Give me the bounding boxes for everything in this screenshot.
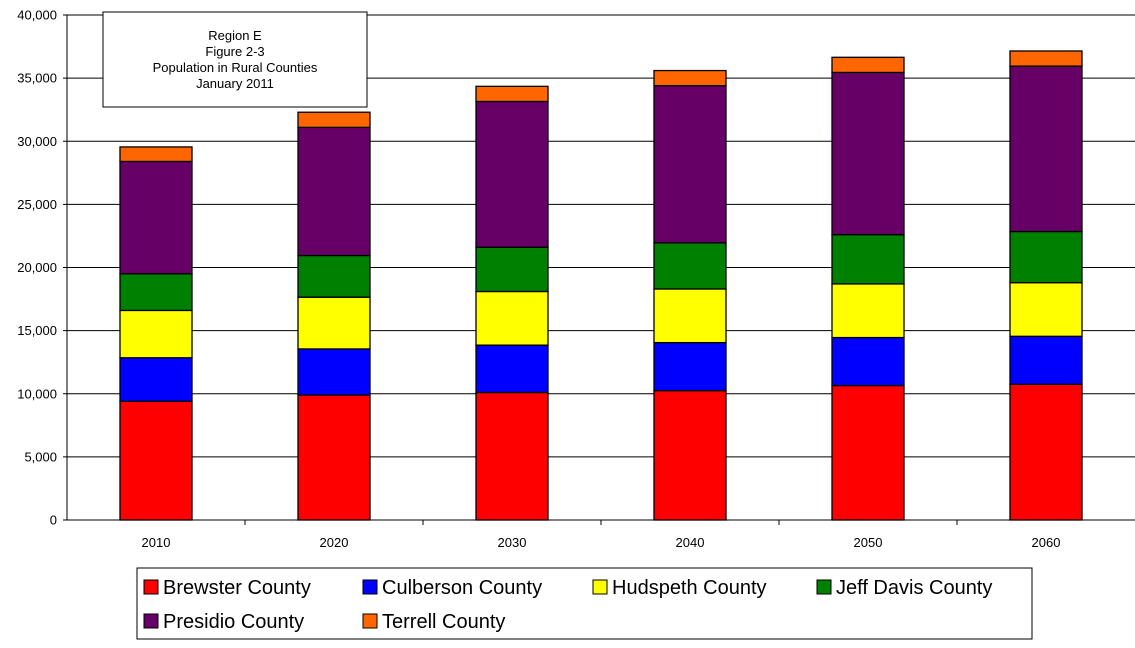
bar-terrell-county-2050 [831,56,905,74]
bar-hudspeth-county-2030 [475,290,549,346]
bar-presidio-county-2060 [1009,65,1083,233]
y-tick-label: 5,000 [24,449,57,464]
bar-jeff-davis-county-2060 [1009,230,1083,284]
legend-swatch-terrell-county [362,613,378,629]
bar-hudspeth-county-2060 [1009,281,1083,337]
legend-label-jeff-davis-county: Jeff Davis County [836,577,992,599]
bar-brewster-county-2020 [297,394,371,521]
bar-culberson-county-2010 [119,357,193,402]
y-tick-label: 0 [50,513,57,528]
chart-title-line: January 2011 [196,76,274,91]
bar-terrell-county-2030 [475,85,549,103]
bar-brewster-county-2040 [653,389,727,521]
x-tick-label: 2010 [142,535,171,550]
legend-label-terrell-county: Terrell County [382,611,505,633]
bars [119,50,1083,521]
bar-jeff-davis-county-2040 [653,242,727,290]
bar-jeff-davis-county-2030 [475,246,549,293]
x-tick-label: 2020 [320,535,349,550]
bar-hudspeth-county-2010 [119,309,193,359]
legend-label-hudspeth-county: Hudspeth County [612,577,767,599]
bar-terrell-county-2060 [1009,50,1083,67]
bar-brewster-county-2010 [119,400,193,521]
legend-swatch-culberson-county [362,579,378,595]
y-tick-label: 35,000 [17,71,57,86]
bar-presidio-county-2040 [653,85,727,244]
bar-hudspeth-county-2020 [297,296,371,350]
bar-presidio-county-2050 [831,71,905,236]
x-tick-label: 2060 [1032,535,1061,550]
bar-hudspeth-county-2040 [653,288,727,344]
bar-jeff-davis-county-2010 [119,273,193,312]
bar-hudspeth-county-2050 [831,283,905,339]
legend-swatch-jeff-davis-county [816,579,832,595]
legend-swatch-brewster-county [143,579,159,595]
bar-culberson-county-2040 [653,341,727,392]
y-tick-label: 10,000 [17,386,57,401]
y-tick-label: 15,000 [17,323,57,338]
bar-presidio-county-2010 [119,160,193,275]
y-tick-label: 25,000 [17,197,57,212]
legend-label-brewster-county: Brewster County [163,577,311,599]
bar-brewster-county-2030 [475,391,549,521]
bar-jeff-davis-county-2050 [831,234,905,285]
legend: Brewster County Culberson County Hudspeth … [136,567,1033,640]
bar-terrell-county-2010 [119,146,193,163]
bar-presidio-county-2030 [475,100,549,248]
bar-brewster-county-2050 [831,384,905,521]
chart-title-line: Figure 2-3 [205,44,264,59]
x-tick-label: 2050 [854,535,883,550]
y-tick-label: 40,000 [17,8,57,23]
bar-presidio-county-2020 [297,126,371,257]
bar-terrell-county-2020 [297,111,371,129]
bar-culberson-county-2030 [475,344,549,394]
bar-terrell-county-2040 [653,69,727,87]
legend-swatch-presidio-county [143,613,159,629]
axes: 0 5,000 10,000 15,000 20,000 25,000 30,000 35,0… [17,8,1135,550]
chart-title-line: Region E [208,28,262,43]
legend-label-presidio-county: Presidio County [163,611,304,633]
bar-culberson-county-2050 [831,336,905,387]
legend-swatch-hudspeth-county [592,579,608,595]
chart-title-line: Population in Rural Counties [153,60,318,75]
y-tick-label: 30,000 [17,134,57,149]
y-tick-label: 20,000 [17,260,57,275]
x-tick-label: 2030 [498,535,527,550]
bar-culberson-county-2020 [297,348,371,396]
bar-brewster-county-2060 [1009,383,1083,521]
bar-culberson-county-2060 [1009,335,1083,385]
bar-jeff-davis-county-2020 [297,254,371,298]
x-tick-label: 2040 [676,535,705,550]
legend-label-culberson-county: Culberson County [382,577,542,599]
